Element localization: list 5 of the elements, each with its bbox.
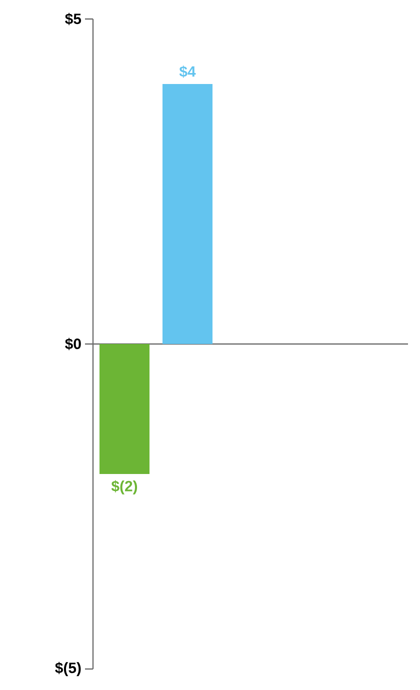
- y-tick-label: $0: [65, 338, 81, 350]
- data-label: $(2): [111, 480, 138, 494]
- data-label: $4: [179, 66, 196, 78]
- y-tick-label: $5: [65, 12, 82, 26]
- y-tick-label: $(5): [55, 662, 81, 676]
